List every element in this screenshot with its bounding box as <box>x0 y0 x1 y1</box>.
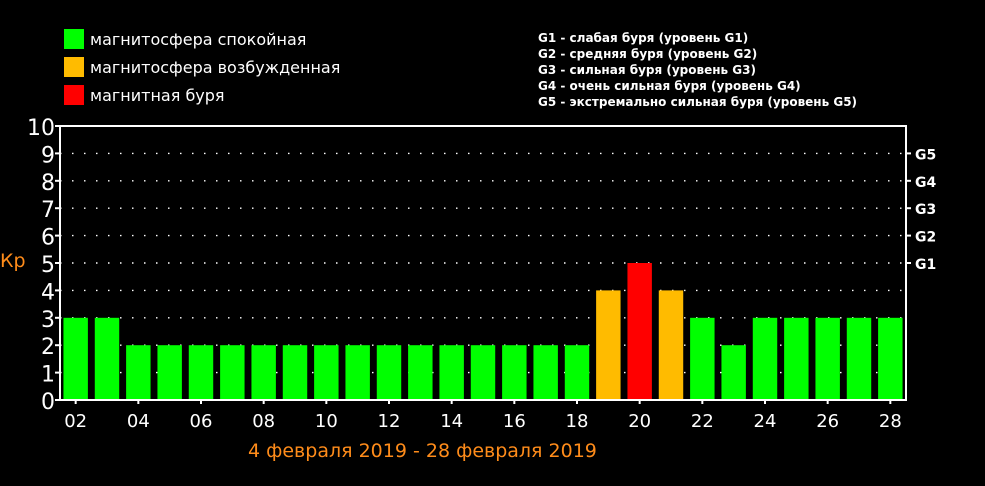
y-tick-label-4: 4 <box>41 280 55 305</box>
y-tick-label-5: 5 <box>41 253 55 278</box>
y-tick-label-8: 8 <box>41 171 55 196</box>
legend-label-quiet: магнитосфера спокойная <box>90 29 307 49</box>
x-tick-label-16: 16 <box>503 411 526 432</box>
x-tick-label-02: 02 <box>64 411 87 432</box>
bar-11 <box>345 345 370 400</box>
bar-13 <box>408 345 433 400</box>
x-tick-label-06: 06 <box>190 411 213 432</box>
y-axis-ticks: 01 23 456 78 910 <box>27 116 60 415</box>
y-tick-label-3: 3 <box>41 308 55 333</box>
x-tick-label-22: 22 <box>691 411 714 432</box>
y-tick-label-0: 0 <box>41 390 55 415</box>
bar-26 <box>815 317 840 400</box>
bar-10 <box>314 345 339 400</box>
chart-date-range: 4 февраля 2019 - 28 февраля 2019 <box>248 440 597 462</box>
x-tick-label-26: 26 <box>816 411 839 432</box>
y-axis-label: Кр <box>0 250 26 272</box>
bar-12 <box>376 345 402 400</box>
x-axis-ticks: 02 04 06 08 10 12 14 16 18 20 22 24 26 28 <box>64 400 902 432</box>
y-tick-label-1: 1 <box>41 363 55 388</box>
x-tick-label-08: 08 <box>252 411 275 432</box>
legend-item-quiet: магнитосфера спокойная <box>64 29 306 49</box>
y-tick-label-7: 7 <box>41 198 55 223</box>
bar-25 <box>784 317 809 400</box>
g-tick-label-g4: G4 <box>915 175 936 191</box>
bar-23 <box>721 345 746 400</box>
x-tick-label-14: 14 <box>440 411 463 432</box>
bar-05 <box>157 345 182 400</box>
y-tick-label-2: 2 <box>41 335 55 360</box>
y-tick-label-9: 9 <box>41 143 55 168</box>
legend-item-excited: магнитосфера возбужденная <box>64 57 340 77</box>
bar-15 <box>470 345 496 400</box>
g-legend-g1: G1 - слабая буря (уровень G1) <box>538 31 749 45</box>
bar-14 <box>439 345 464 400</box>
bar-04 <box>126 345 151 400</box>
x-tick-label-28: 28 <box>879 411 902 432</box>
bar-06 <box>188 345 214 400</box>
x-tick-label-10: 10 <box>315 411 338 432</box>
bar-21 <box>658 290 684 400</box>
chart-grid <box>60 152 906 374</box>
legend-label-storm: магнитная буря <box>90 85 225 105</box>
bar-03 <box>94 317 120 400</box>
bar-22 <box>690 317 715 400</box>
g-legend-g4: G4 - очень сильная буря (уровень G4) <box>538 79 801 93</box>
bar-09 <box>282 345 308 400</box>
x-tick-label-18: 18 <box>566 411 589 432</box>
bar-07 <box>220 345 245 400</box>
g-tick-label-g5: G5 <box>915 147 936 163</box>
x-tick-label-24: 24 <box>754 411 777 432</box>
x-tick-label-12: 12 <box>378 411 401 432</box>
g-legend-g3: G3 - сильная буря (уровень G3) <box>538 63 756 77</box>
chart-bars <box>63 263 903 400</box>
g-legend-g5: G5 - экстремально сильная буря (уровень … <box>538 95 858 109</box>
legend-item-storm: магнитная буря <box>64 85 225 105</box>
y-tick-label-10: 10 <box>27 116 55 141</box>
g-tick-label-g1: G1 <box>915 257 936 273</box>
bar-24 <box>752 317 778 400</box>
legend-swatch-quiet <box>64 29 84 49</box>
bar-17 <box>533 345 558 400</box>
x-tick-label-04: 04 <box>127 411 150 432</box>
bar-20 <box>627 263 652 400</box>
g-tick-label-g2: G2 <box>915 230 936 246</box>
g-level-ticks: G1 G2 G3 G4 G5 <box>906 147 936 273</box>
g-tick-label-g3: G3 <box>915 202 936 218</box>
bar-28 <box>878 317 903 400</box>
legend-label-excited: магнитосфера возбужденная <box>90 57 341 77</box>
bar-16 <box>502 345 527 400</box>
x-tick-label-20: 20 <box>628 411 651 432</box>
legend-swatch-storm <box>64 85 84 105</box>
bar-18 <box>564 345 590 400</box>
bar-02 <box>63 317 88 400</box>
legend-swatch-excited <box>64 57 84 77</box>
bar-27 <box>846 317 872 400</box>
bar-08 <box>251 345 276 400</box>
g-legend-g2: G2 - средняя буря (уровень G2) <box>538 47 758 61</box>
y-tick-label-6: 6 <box>41 226 55 251</box>
bar-19 <box>596 290 621 400</box>
